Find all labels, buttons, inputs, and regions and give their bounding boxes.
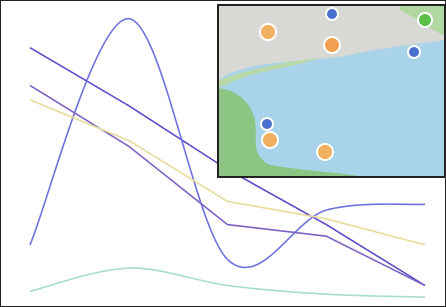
map-marker[interactable] bbox=[324, 37, 340, 53]
map-marker[interactable] bbox=[317, 144, 333, 160]
screen bbox=[0, 0, 446, 307]
map-marker[interactable] bbox=[408, 46, 420, 58]
map-inset bbox=[218, 5, 445, 177]
map-marker[interactable] bbox=[326, 8, 338, 20]
chart bbox=[0, 0, 446, 307]
map-marker[interactable] bbox=[262, 132, 278, 148]
map-marker[interactable] bbox=[261, 118, 273, 130]
map-marker[interactable] bbox=[260, 24, 276, 40]
map-marker[interactable] bbox=[418, 13, 432, 27]
